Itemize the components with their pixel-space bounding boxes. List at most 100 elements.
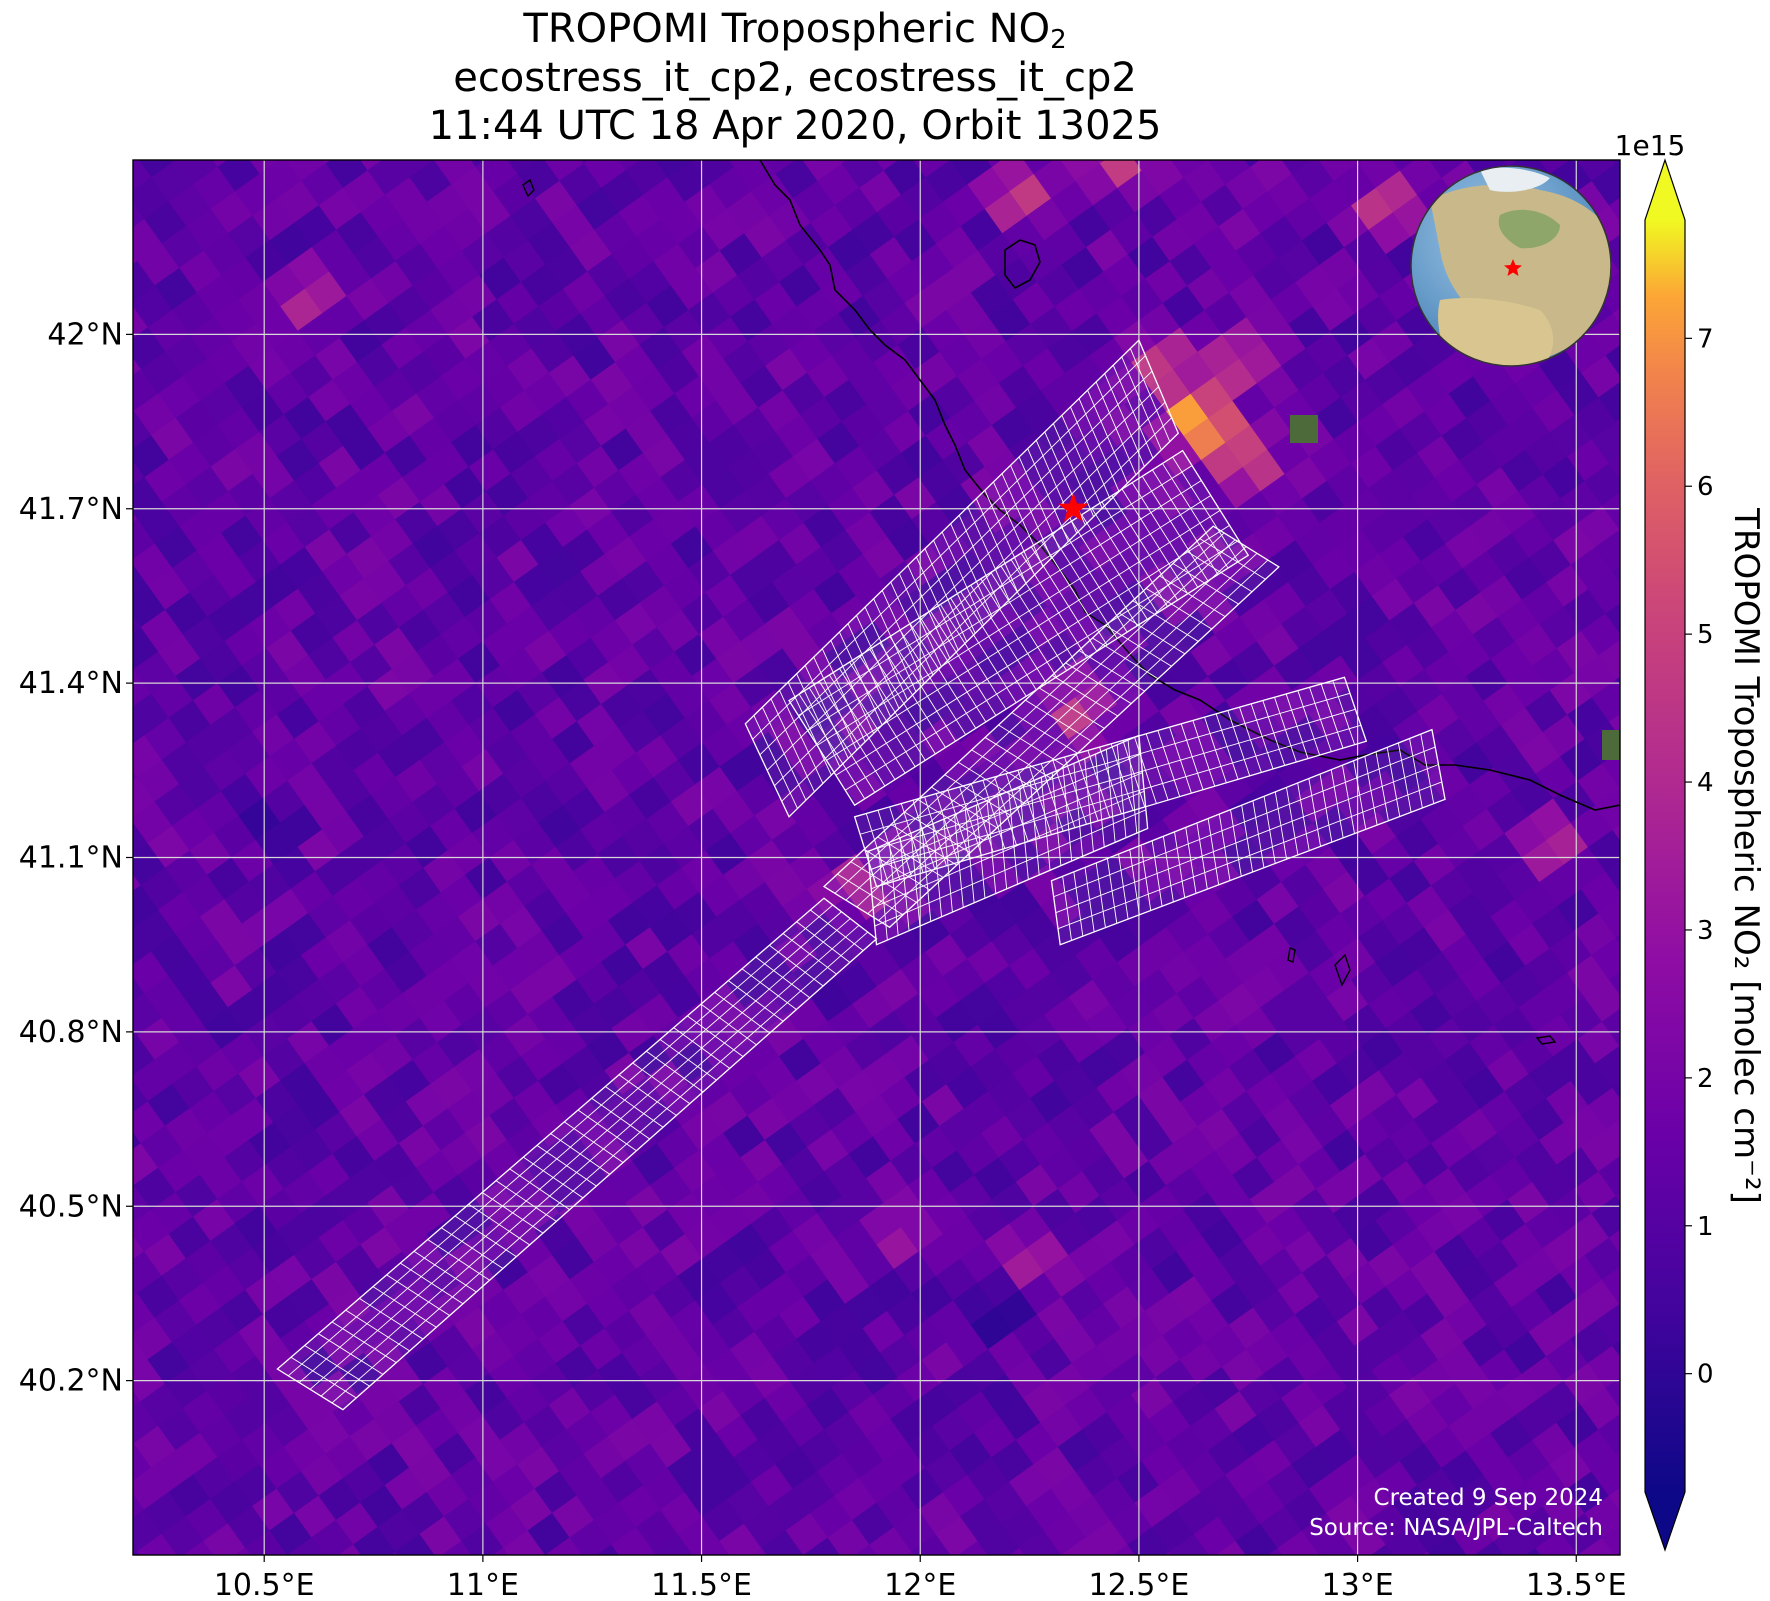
- swath-along-line: [1131, 482, 1199, 588]
- swath-along-line: [873, 598, 917, 692]
- lat-tick-label: 40.2°N: [19, 1364, 123, 1399]
- swath-along-line: [1005, 773, 1029, 842]
- swath-along-line: [958, 515, 1001, 609]
- swath-along-line: [1027, 448, 1069, 542]
- swath-along-line: [1052, 423, 1095, 517]
- no2-pixel: [1605, 1111, 1620, 1155]
- swath-along-line: [845, 539, 1236, 901]
- lon-tick-label: 13.5°E: [1526, 1568, 1627, 1601]
- no2-pixel: [1515, 107, 1558, 150]
- no2-pixel: [88, 794, 131, 837]
- swath-along-line: [1204, 717, 1227, 783]
- swath-along-line: [1000, 565, 1067, 671]
- swath-along-line: [1018, 456, 1061, 551]
- no2-pixel: [74, 1394, 117, 1437]
- no2-pixel: [74, 361, 117, 404]
- swath-along-line: [1134, 736, 1157, 804]
- no2-pixel: [1445, 1558, 1488, 1601]
- swath-along-line: [1095, 753, 1105, 848]
- swath-along-line: [1008, 791, 1018, 885]
- land-patch-east: [1602, 730, 1620, 760]
- no2-pixel: [483, 107, 526, 150]
- lat-tick-label: 41.4°N: [19, 666, 123, 701]
- swath-along-line: [1112, 365, 1154, 459]
- map-title: TROPOMI Tropospheric NO2: [523, 6, 1067, 55]
- globe-africa: [1438, 298, 1554, 366]
- swath-along-line: [1386, 747, 1401, 817]
- lon-tick-label: 12.5°E: [1089, 1568, 1190, 1601]
- no2-pixel: [133, 902, 136, 946]
- swath-along-line: [1207, 818, 1220, 885]
- no2-pixel: [754, 1572, 797, 1601]
- lat-tick-label: 41.7°N: [19, 492, 123, 527]
- swath-along-line: [964, 809, 975, 903]
- no2-pixel: [957, 100, 1000, 143]
- no2-pixel: [1402, 1551, 1447, 1555]
- lon-tick-label: 13°E: [1322, 1568, 1394, 1601]
- no2-pixel: [74, 878, 117, 921]
- swath-along-line: [1151, 840, 1163, 907]
- swath-along-line: [929, 610, 997, 716]
- swath-along-line: [1262, 700, 1286, 766]
- globe-arctic: [1480, 167, 1550, 192]
- swath-along-line: [1172, 456, 1239, 562]
- colorbar-ticks: 0 1 2 3 4 5 6 7: [1685, 324, 1714, 1390]
- map-subtitle-instrument: ecostress_it_cp2, ecostress_it_cp2: [453, 55, 1137, 101]
- no2-pixel: [370, 1550, 414, 1555]
- swath-along-line: [1239, 707, 1262, 773]
- swath-along-line: [900, 803, 924, 873]
- no2-pixel: [604, 1568, 647, 1601]
- no2-pixel: [88, 278, 131, 321]
- swath-along-line: [921, 828, 932, 922]
- swath-along-line: [924, 548, 968, 642]
- swath-along-line: [1145, 733, 1169, 801]
- no2-pixel: [1012, 1572, 1055, 1601]
- lake-outline: [1004, 239, 1041, 290]
- swath-along-line: [1151, 469, 1219, 575]
- swath-along-line: [839, 668, 906, 774]
- swath-along-line: [1073, 871, 1084, 937]
- swath-along-line: [1129, 849, 1140, 915]
- swath-along-line: [1111, 495, 1178, 601]
- swath-outline: [1050, 728, 1446, 946]
- swath-along-line: [1064, 756, 1087, 825]
- lon-tick-label: 11°E: [447, 1568, 519, 1601]
- no2-pixel: [849, 104, 892, 147]
- swath-along-line: [1061, 415, 1103, 509]
- no2-pixel: [74, 1136, 117, 1179]
- swath-along-line: [798, 693, 866, 800]
- swath-along-line: [1017, 770, 1041, 839]
- swath-along-line: [796, 673, 841, 767]
- swath-cross-line: [816, 495, 1212, 746]
- swath-along-line: [839, 631, 883, 726]
- swath-along-line: [888, 842, 899, 936]
- swath-along-line: [1129, 348, 1171, 442]
- island-outline-small: [1287, 947, 1296, 963]
- colorbar-exponent: 1e15: [1615, 129, 1686, 162]
- lat-tick-label: 42°N: [47, 317, 123, 352]
- globe-outline: [1410, 165, 1612, 367]
- swath-along-line: [1420, 733, 1435, 804]
- swath-along-line: [1274, 697, 1297, 763]
- swath-6: [853, 676, 1368, 888]
- swath-along-line: [1297, 782, 1310, 851]
- swath-2: [744, 339, 1180, 818]
- swath-along-line: [881, 590, 925, 684]
- swath-along-line: [1010, 465, 1052, 559]
- no2-pixel: [891, 111, 934, 154]
- no2-pixel: [133, 385, 136, 430]
- swath-along-line: [1364, 756, 1378, 826]
- colorbar-outline: [1644, 158, 1686, 1552]
- swath-along-line: [331, 931, 869, 1404]
- swath-along-line: [287, 904, 834, 1377]
- swath-along-line: [1121, 356, 1162, 451]
- swath-along-line: [830, 640, 875, 734]
- swath-1: [276, 897, 878, 1411]
- swath-along-line: [879, 642, 946, 748]
- swath-3: [822, 525, 1280, 929]
- swath-along-line: [1062, 876, 1072, 941]
- no2-pixel: [133, 1550, 156, 1555]
- swath-along-line: [1019, 786, 1029, 880]
- swath-along-line: [954, 814, 964, 908]
- no2-pixel: [1187, 1558, 1230, 1601]
